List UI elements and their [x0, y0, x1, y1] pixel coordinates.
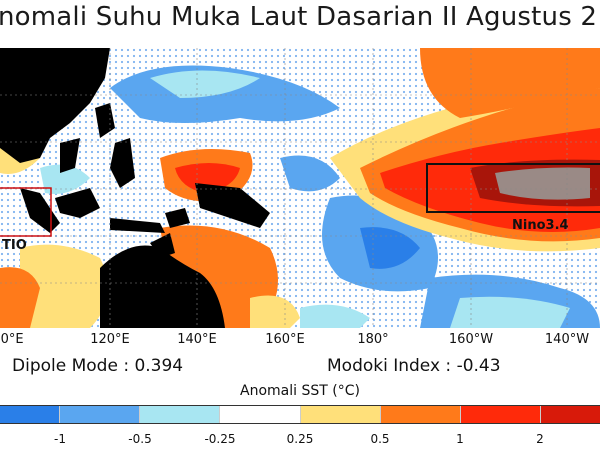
- lon-tick: 140°E: [177, 332, 217, 347]
- colorbar-tick-label: -0.5: [128, 432, 152, 446]
- dipole-mode-index: Dipole Mode : 0.394: [12, 356, 184, 376]
- nino34-box: [426, 163, 600, 213]
- modoki-index: Modoki Index : -0.43: [327, 356, 501, 376]
- negative-anomaly-region: [40, 65, 600, 328]
- tio-box: [0, 187, 52, 237]
- sst-anomaly-map: TIO Nino3.4: [0, 48, 600, 328]
- land-mask: [0, 48, 270, 328]
- colorbar-segment: [59, 406, 140, 423]
- graticule: [0, 48, 600, 328]
- lon-tick: 120°E: [90, 332, 130, 347]
- colorbar-tick-label: 2: [536, 432, 544, 446]
- colorbar-tick-label: 0.25: [286, 432, 314, 446]
- lon-tick: 160°W: [448, 332, 494, 347]
- lon-tick: 00°E: [0, 332, 24, 347]
- colorbar-segment: [299, 406, 380, 423]
- colorbar-title: Anomali SST (°C): [240, 383, 360, 399]
- colorbar-segment: [0, 406, 60, 423]
- lon-tick: 160°E: [265, 332, 305, 347]
- colorbar: [0, 405, 600, 424]
- colorbar-segment: [459, 406, 540, 423]
- colorbar-tick-label: 0.5: [370, 432, 390, 446]
- colorbar-segment: [219, 406, 300, 423]
- colorbar-tick-label: 1: [456, 432, 464, 446]
- tio-label: TIO: [2, 238, 27, 253]
- colorbar-segment: [539, 406, 600, 423]
- positive-anomaly-region: [0, 48, 600, 328]
- colorbar-tick-label: -1: [54, 432, 66, 446]
- colorbar-tick-label: -0.25: [204, 432, 236, 446]
- nino34-label: Nino3.4: [512, 218, 569, 233]
- map-title: Anomali Suhu Muka Laut Dasarian II Agust…: [0, 2, 598, 32]
- lon-tick: 180°: [357, 332, 389, 347]
- lon-tick: 140°W: [544, 332, 590, 347]
- map-canvas: [0, 48, 600, 328]
- colorbar-segment: [379, 406, 460, 423]
- colorbar-segment: [139, 406, 220, 423]
